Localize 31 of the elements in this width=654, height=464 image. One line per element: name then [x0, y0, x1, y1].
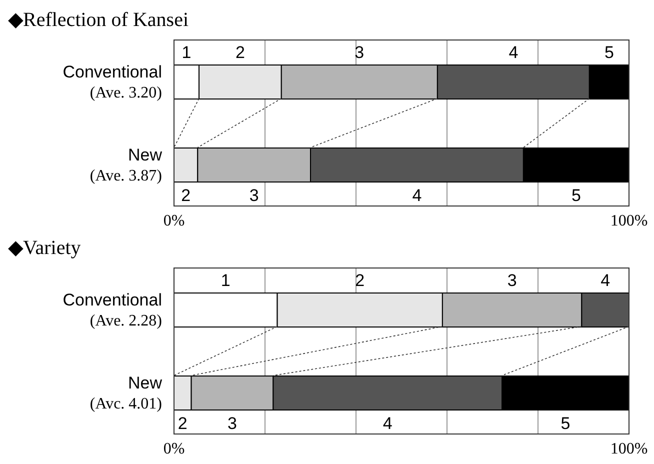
series-label: 1: [182, 43, 192, 62]
x-tick-label: 0%: [163, 212, 185, 230]
series-label: 5: [604, 43, 614, 62]
series-label: 1: [220, 271, 230, 290]
text: 5: [571, 186, 581, 205]
y-tick-label: New: [128, 374, 163, 392]
series-label: 2: [355, 271, 365, 290]
text: (Ave. 2.28): [90, 312, 162, 330]
text: 3: [249, 186, 259, 205]
series-label: 4: [508, 43, 518, 62]
series-label: 5: [560, 414, 570, 433]
x-tick-label: 100%: [610, 212, 648, 230]
y-tick-label: Conventional: [62, 290, 162, 310]
series-label: 2: [235, 43, 245, 62]
text: 4: [382, 414, 392, 433]
text: 3: [228, 414, 237, 433]
x-tick-label: 0%: [163, 440, 185, 458]
x-tick-label: 100%: [610, 440, 648, 458]
chart-title: ◆Reflection of Kansei: [8, 8, 190, 32]
text: (Ave. 3.87): [90, 168, 162, 184]
text: 2: [178, 414, 188, 433]
text: (Avc. 4.01): [90, 396, 162, 412]
y-tick-label: Conventional: [62, 62, 162, 82]
y-tick-label: New: [128, 146, 163, 164]
text: (Ave. 3.20): [90, 84, 162, 102]
series-label: 3: [507, 271, 517, 290]
chart-title: ◆Variety: [8, 236, 82, 260]
series-label: 4: [600, 271, 610, 290]
text: 2: [181, 186, 191, 205]
text: 4: [412, 186, 422, 205]
series-label: 3: [354, 43, 364, 62]
